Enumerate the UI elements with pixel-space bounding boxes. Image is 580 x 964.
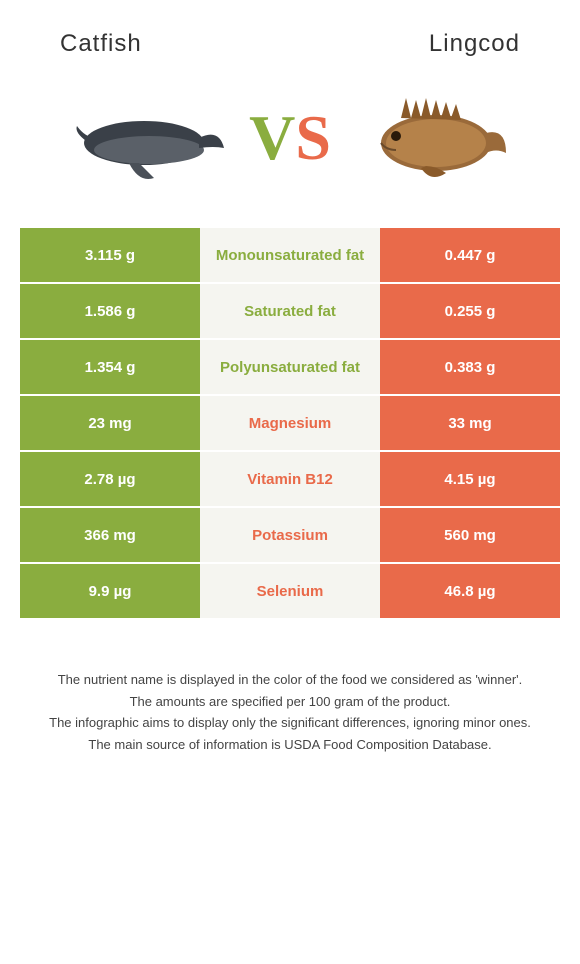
table-row: 366 mgPotassium560 mg bbox=[20, 508, 560, 564]
nutrient-label: Potassium bbox=[200, 508, 380, 564]
nutrient-label: Vitamin B12 bbox=[200, 452, 380, 508]
footer-line-1: The nutrient name is displayed in the co… bbox=[30, 670, 550, 690]
value-left: 1.586 g bbox=[20, 284, 200, 340]
value-right: 0.447 g bbox=[380, 228, 560, 284]
value-right: 560 mg bbox=[380, 508, 560, 564]
value-left: 366 mg bbox=[20, 508, 200, 564]
nutrient-label: Polyunsaturated fat bbox=[200, 340, 380, 396]
value-right: 4.15 µg bbox=[380, 452, 560, 508]
table-row: 2.78 µgVitamin B124.15 µg bbox=[20, 452, 560, 508]
footer-line-4: The main source of information is USDA F… bbox=[30, 735, 550, 755]
value-left: 9.9 µg bbox=[20, 564, 200, 620]
nutrient-label: Monounsaturated fat bbox=[200, 228, 380, 284]
nutrition-table: 3.115 gMonounsaturated fat0.447 g1.586 g… bbox=[20, 228, 560, 620]
nutrient-label: Saturated fat bbox=[200, 284, 380, 340]
value-left: 23 mg bbox=[20, 396, 200, 452]
value-left: 1.354 g bbox=[20, 340, 200, 396]
value-left: 2.78 µg bbox=[20, 452, 200, 508]
table-row: 9.9 µgSelenium46.8 µg bbox=[20, 564, 560, 620]
table-row: 1.354 gPolyunsaturated fat0.383 g bbox=[20, 340, 560, 396]
value-left: 3.115 g bbox=[20, 228, 200, 284]
lingcod-image bbox=[351, 78, 511, 198]
value-right: 33 mg bbox=[380, 396, 560, 452]
value-right: 0.255 g bbox=[380, 284, 560, 340]
catfish-image bbox=[69, 78, 229, 198]
footer-line-2: The amounts are specified per 100 gram o… bbox=[30, 692, 550, 712]
vs-row: VS bbox=[0, 68, 580, 228]
vs-v: V bbox=[249, 102, 295, 173]
table-row: 3.115 gMonounsaturated fat0.447 g bbox=[20, 228, 560, 284]
vs-label: VS bbox=[249, 101, 331, 175]
title-left: Catfish bbox=[60, 30, 142, 58]
header: Catfish Lingcod bbox=[0, 0, 580, 68]
footer-line-3: The infographic aims to display only the… bbox=[30, 713, 550, 733]
table-row: 1.586 gSaturated fat0.255 g bbox=[20, 284, 560, 340]
vs-s: S bbox=[295, 102, 331, 173]
value-right: 0.383 g bbox=[380, 340, 560, 396]
title-right: Lingcod bbox=[429, 30, 520, 58]
nutrient-label: Selenium bbox=[200, 564, 380, 620]
table-row: 23 mgMagnesium33 mg bbox=[20, 396, 560, 452]
value-right: 46.8 µg bbox=[380, 564, 560, 620]
footer-notes: The nutrient name is displayed in the co… bbox=[0, 620, 580, 776]
nutrient-label: Magnesium bbox=[200, 396, 380, 452]
